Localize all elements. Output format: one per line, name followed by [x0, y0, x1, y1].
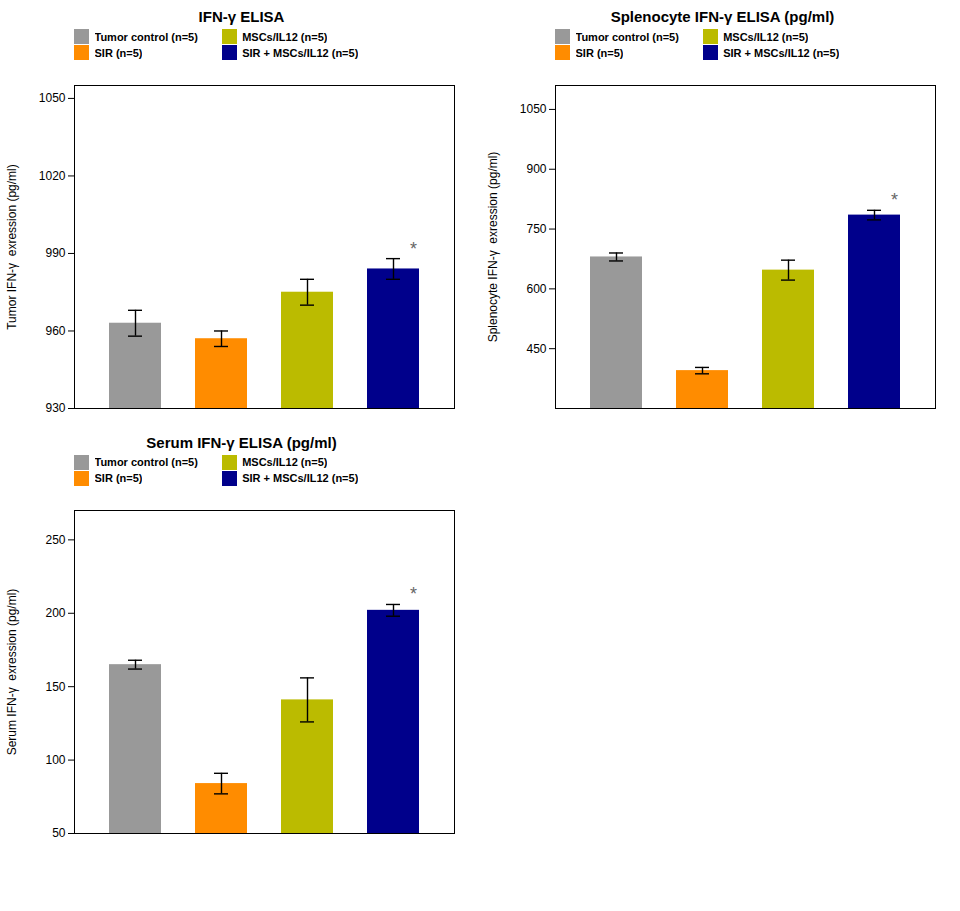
svg-text:960: 960 — [45, 323, 65, 337]
svg-text:450: 450 — [526, 341, 546, 355]
html-text:SIR (n=5): SIR (n=5) — [94, 46, 143, 59]
svg-text:*: * — [891, 190, 898, 210]
svg-text:750: 750 — [526, 221, 546, 235]
html-text:MSCs/IL12 (n=5): MSCs/IL12 (n=5) — [723, 30, 809, 43]
svg-text:900: 900 — [526, 162, 546, 176]
svg-text:Tumor IFN-γ exression (pg/ml): Tumor IFN-γ exression (pg/ml) — [5, 164, 19, 330]
html-text:MSCs/IL12 (n=5): MSCs/IL12 (n=5) — [242, 30, 328, 43]
svg-text:Splenocyte IFN-γ exression (p: Splenocyte IFN-γ exression (pg/ml) — [486, 151, 500, 342]
svg-text:600: 600 — [526, 281, 546, 295]
svg-text:1050: 1050 — [520, 102, 547, 116]
html-text:SIR + MSCs/IL12 (n=5): SIR + MSCs/IL12 (n=5) — [723, 46, 840, 59]
html-text:Tumor control (n=5): Tumor control (n=5) — [94, 30, 198, 43]
svg-text:Serum IFN-γ exression (pg/ml): Serum IFN-γ exression (pg/ml) — [5, 589, 19, 756]
html-text:Tumor control (n=5): Tumor control (n=5) — [94, 456, 198, 468]
svg-text:100: 100 — [45, 753, 65, 767]
svg-text:200: 200 — [45, 606, 65, 620]
svg-text:990: 990 — [45, 246, 65, 260]
html-text:Splenocyte IFN-γ ELISA (pg/ml): Splenocyte IFN-γ ELISA (pg/ml) — [610, 8, 835, 25]
svg-text:50: 50 — [52, 826, 66, 840]
html-text:SIR + MSCs/IL12 (n=5): SIR + MSCs/IL12 (n=5) — [242, 46, 359, 59]
html-text:SIR (n=5): SIR (n=5) — [94, 472, 143, 484]
html-text:MSCs/IL12 (n=5): MSCs/IL12 (n=5) — [242, 456, 328, 468]
html-text:SIR (n=5): SIR (n=5) — [575, 46, 624, 59]
svg-text:930: 930 — [45, 401, 65, 415]
svg-text:*: * — [410, 238, 417, 258]
svg-text:150: 150 — [45, 680, 65, 694]
svg-text:*: * — [410, 584, 417, 604]
html-text:Tumor control (n=5): Tumor control (n=5) — [575, 30, 679, 43]
html-text:Serum IFN-γ ELISA (pg/ml): Serum IFN-γ ELISA (pg/ml) — [146, 433, 337, 451]
html-text:SIR + MSCs/IL12 (n=5): SIR + MSCs/IL12 (n=5) — [242, 472, 359, 484]
html-text:IFN-γ ELISA: IFN-γ ELISA — [198, 8, 285, 25]
svg-text:1020: 1020 — [39, 168, 66, 182]
svg-text:1050: 1050 — [39, 91, 66, 105]
svg-text:250: 250 — [45, 533, 65, 547]
